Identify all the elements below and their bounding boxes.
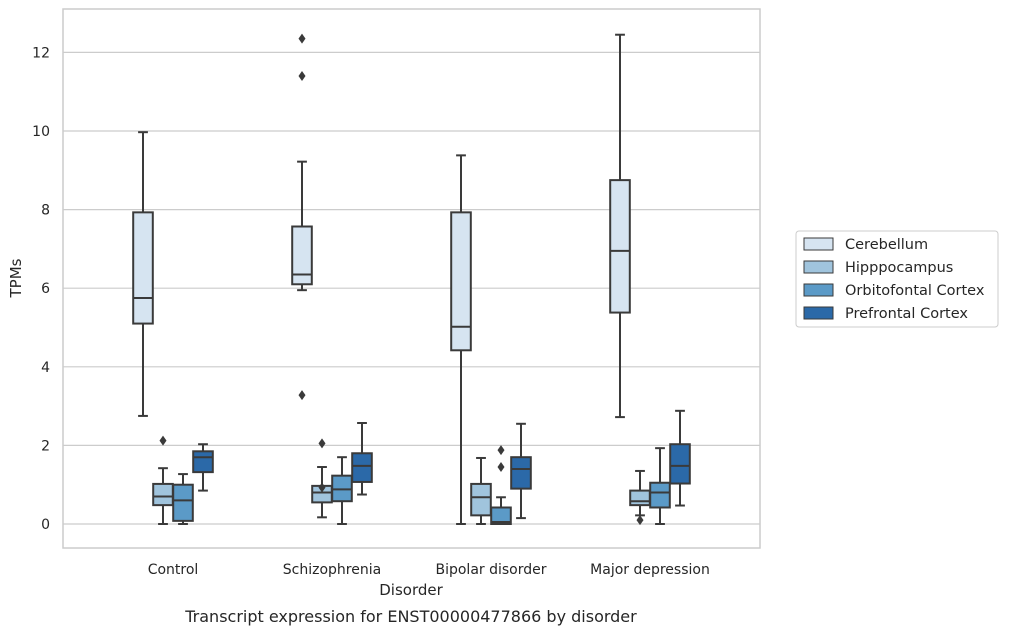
- x-tick-label-1: Schizophrenia: [283, 562, 381, 578]
- outlier-0: [318, 482, 326, 493]
- box-3-1: [351, 421, 373, 496]
- y-tick-label-1: 2: [41, 438, 50, 454]
- box-1-0: [152, 435, 174, 525]
- box-3-2: [510, 422, 532, 520]
- box-0-1: [291, 33, 313, 401]
- gridlines: [63, 51, 760, 525]
- y-tick-label-4: 8: [41, 203, 50, 219]
- box-iqr: [152, 482, 174, 507]
- legend-swatch-0: [803, 237, 834, 251]
- box-iqr: [351, 452, 373, 483]
- outlier-0: [159, 435, 167, 446]
- box-2-3: [649, 447, 671, 525]
- y-tick-label-3: 6: [41, 281, 50, 297]
- x-axis-title: Disorder: [379, 581, 443, 599]
- outlier-0: [636, 515, 644, 526]
- legend-label-0: Cerebellum: [845, 237, 928, 253]
- legend-label-3: Prefrontal Cortex: [845, 306, 968, 322]
- y-tick-label-2: 4: [41, 360, 50, 376]
- box-iqr: [649, 481, 671, 509]
- legend-label-2: Orbitofontal Cortex: [845, 283, 985, 299]
- legend-swatch-3: [803, 306, 834, 320]
- legend-swatch-1: [803, 260, 834, 274]
- chart-caption: Transcript expression for ENST0000047786…: [184, 607, 637, 626]
- box-iqr: [291, 225, 313, 286]
- box-iqr: [450, 211, 472, 352]
- box-2-0: [172, 473, 194, 525]
- box-iqr: [669, 443, 691, 485]
- legend: Cerebellum Hipppocampus Orbitofontal Corte…: [795, 230, 999, 328]
- x-tick-label-2: Bipolar disorder: [435, 562, 546, 578]
- outlier-1: [298, 70, 306, 81]
- outlier-0: [298, 390, 306, 401]
- y-axis-title: TPMs: [7, 258, 25, 298]
- box-iqr: [609, 179, 631, 314]
- box-iqr: [192, 450, 214, 474]
- x-tick-label-0: Control: [148, 562, 199, 578]
- legend-frame: [795, 230, 999, 328]
- box-iqr: [510, 456, 532, 490]
- legend-label-1: Hipppocampus: [845, 260, 953, 276]
- outlier-2: [298, 33, 306, 44]
- box-iqr: [629, 489, 651, 507]
- outlier-1: [497, 445, 505, 456]
- y-tick-label-5: 10: [32, 124, 50, 140]
- box-iqr: [132, 211, 154, 325]
- y-tick-label-6: 12: [32, 45, 50, 61]
- outlier-0: [497, 462, 505, 473]
- legend-entries: Cerebellum Hipppocampus Orbitofontal Corte…: [803, 237, 985, 322]
- box-iqr: [470, 482, 492, 517]
- box-plots: [132, 33, 691, 526]
- plot-area: [62, 8, 761, 549]
- box-0-0: [132, 131, 154, 417]
- box-0-3: [609, 33, 631, 419]
- box-0-2: [450, 154, 472, 525]
- box-3-0: [192, 443, 214, 492]
- box-2-2: [490, 445, 512, 525]
- y-tick-label-0: 0: [41, 517, 50, 533]
- box-iqr: [172, 483, 194, 522]
- outlier-1: [318, 438, 326, 449]
- box-2-1: [331, 456, 353, 525]
- x-tick-labels: Control Schizophrenia Bipolar disorder Majo…: [148, 562, 710, 578]
- box-3-3: [669, 409, 691, 507]
- y-tick-labels: 0 2 4 6 8 10 12: [32, 45, 50, 533]
- x-tick-label-3: Major depression: [590, 562, 710, 578]
- legend-swatch-2: [803, 283, 834, 297]
- box-1-2: [470, 456, 492, 525]
- box-iqr: [490, 506, 512, 525]
